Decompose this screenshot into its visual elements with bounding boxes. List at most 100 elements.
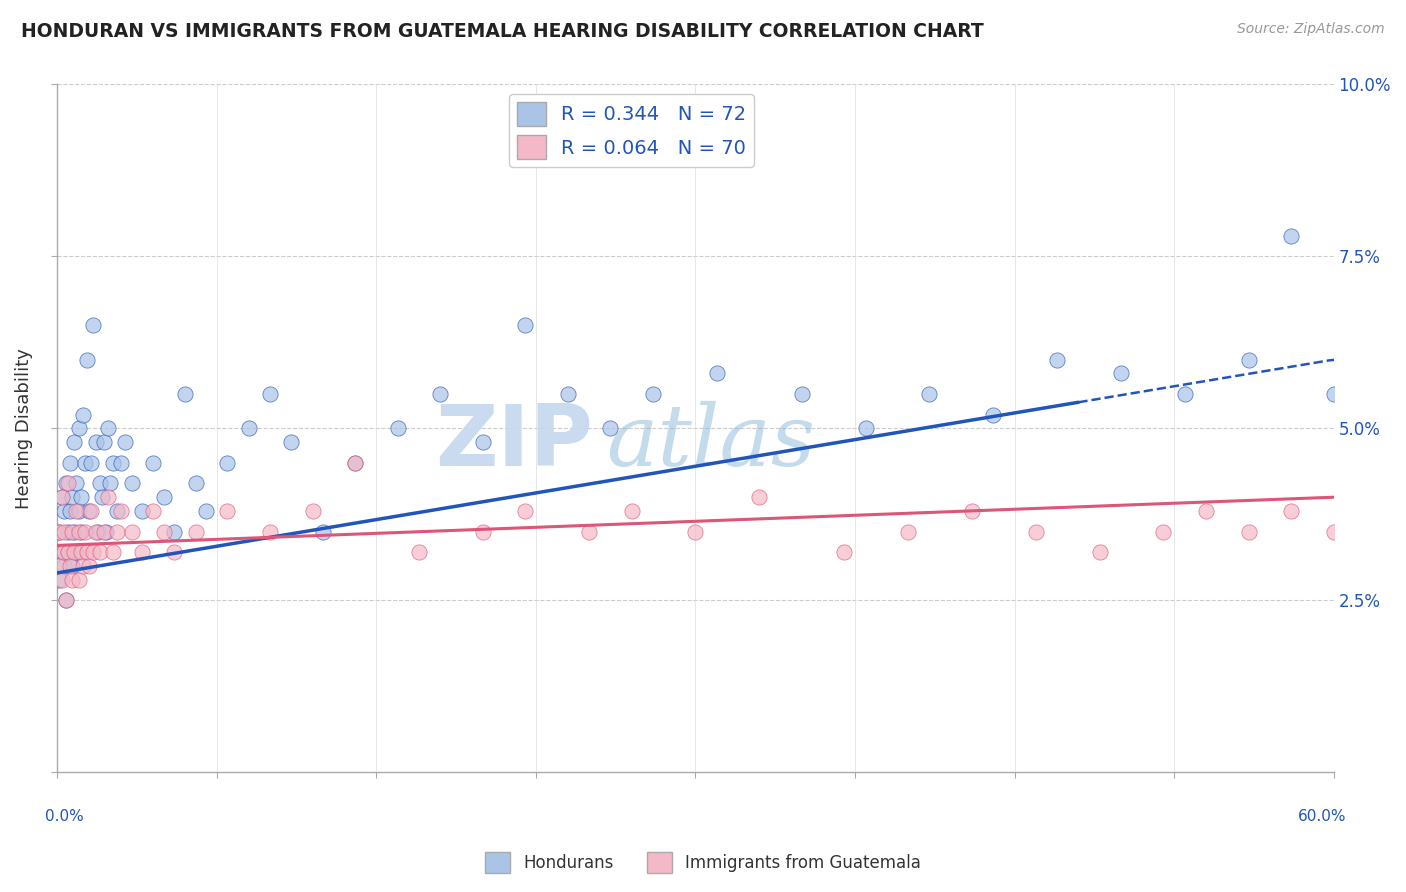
Point	[76, 545, 98, 559]
Point	[184, 476, 207, 491]
Point	[110, 456, 132, 470]
Point	[855, 421, 877, 435]
Point	[52, 545, 75, 559]
Point	[408, 545, 430, 559]
Point	[105, 504, 128, 518]
Point	[195, 504, 218, 518]
Point	[56, 545, 79, 559]
Legend: Hondurans, Immigrants from Guatemala: Hondurans, Immigrants from Guatemala	[478, 846, 928, 880]
Point	[67, 421, 90, 435]
Point	[1279, 228, 1302, 243]
Point	[69, 490, 91, 504]
Point	[131, 504, 153, 518]
Point	[152, 524, 174, 539]
Point	[55, 593, 77, 607]
Point	[918, 387, 941, 401]
Point	[84, 524, 107, 539]
Point	[163, 545, 186, 559]
Point	[259, 524, 281, 539]
Point	[429, 387, 451, 401]
Point	[142, 504, 165, 518]
Point	[56, 545, 79, 559]
Point	[82, 545, 104, 559]
Point	[76, 352, 98, 367]
Point	[748, 490, 770, 504]
Point	[59, 559, 82, 574]
Point	[121, 476, 143, 491]
Point	[60, 559, 83, 574]
Point	[280, 435, 302, 450]
Point	[312, 524, 335, 539]
Point	[259, 387, 281, 401]
Text: HONDURAN VS IMMIGRANTS FROM GUATEMALA HEARING DISABILITY CORRELATION CHART: HONDURAN VS IMMIGRANTS FROM GUATEMALA HE…	[21, 22, 984, 41]
Point	[238, 421, 260, 435]
Point	[73, 524, 96, 539]
Point	[790, 387, 813, 401]
Point	[97, 490, 120, 504]
Point	[471, 435, 494, 450]
Point	[834, 545, 856, 559]
Point	[67, 524, 90, 539]
Point	[60, 573, 83, 587]
Point	[51, 490, 73, 504]
Point	[685, 524, 707, 539]
Point	[51, 545, 73, 559]
Point	[1109, 367, 1132, 381]
Point	[1025, 524, 1047, 539]
Point	[59, 504, 82, 518]
Point	[56, 476, 79, 491]
Y-axis label: Hearing Disability: Hearing Disability	[15, 348, 32, 508]
Point	[52, 504, 75, 518]
Point	[1088, 545, 1111, 559]
Point	[620, 504, 643, 518]
Point	[48, 559, 70, 574]
Point	[84, 435, 107, 450]
Point	[97, 421, 120, 435]
Point	[82, 318, 104, 333]
Point	[96, 524, 118, 539]
Text: Source: ZipAtlas.com: Source: ZipAtlas.com	[1237, 22, 1385, 37]
Point	[89, 476, 111, 491]
Point	[59, 456, 82, 470]
Point	[63, 435, 86, 450]
Point	[60, 490, 83, 504]
Point	[184, 524, 207, 539]
Text: ZIP: ZIP	[436, 401, 593, 483]
Point	[174, 387, 197, 401]
Point	[142, 456, 165, 470]
Point	[981, 408, 1004, 422]
Point	[63, 524, 86, 539]
Text: 60.0%: 60.0%	[1298, 808, 1347, 823]
Point	[48, 573, 70, 587]
Text: 0.0%: 0.0%	[45, 808, 83, 823]
Point	[641, 387, 664, 401]
Point	[51, 490, 73, 504]
Point	[48, 524, 70, 539]
Point	[56, 524, 79, 539]
Point	[578, 524, 600, 539]
Point	[1237, 352, 1260, 367]
Point	[557, 387, 579, 401]
Point	[110, 504, 132, 518]
Point	[301, 504, 323, 518]
Point	[67, 573, 90, 587]
Point	[101, 545, 124, 559]
Point	[706, 367, 728, 381]
Point	[93, 435, 115, 450]
Point	[80, 504, 103, 518]
Point	[599, 421, 621, 435]
Text: atlas: atlas	[606, 401, 815, 483]
Point	[897, 524, 920, 539]
Point	[77, 559, 100, 574]
Point	[51, 573, 73, 587]
Point	[121, 524, 143, 539]
Point	[515, 318, 537, 333]
Point	[1174, 387, 1197, 401]
Point	[69, 524, 91, 539]
Point	[344, 456, 367, 470]
Point	[1152, 524, 1174, 539]
Point	[87, 524, 110, 539]
Point	[217, 504, 239, 518]
Point	[1365, 504, 1388, 518]
Point	[52, 524, 75, 539]
